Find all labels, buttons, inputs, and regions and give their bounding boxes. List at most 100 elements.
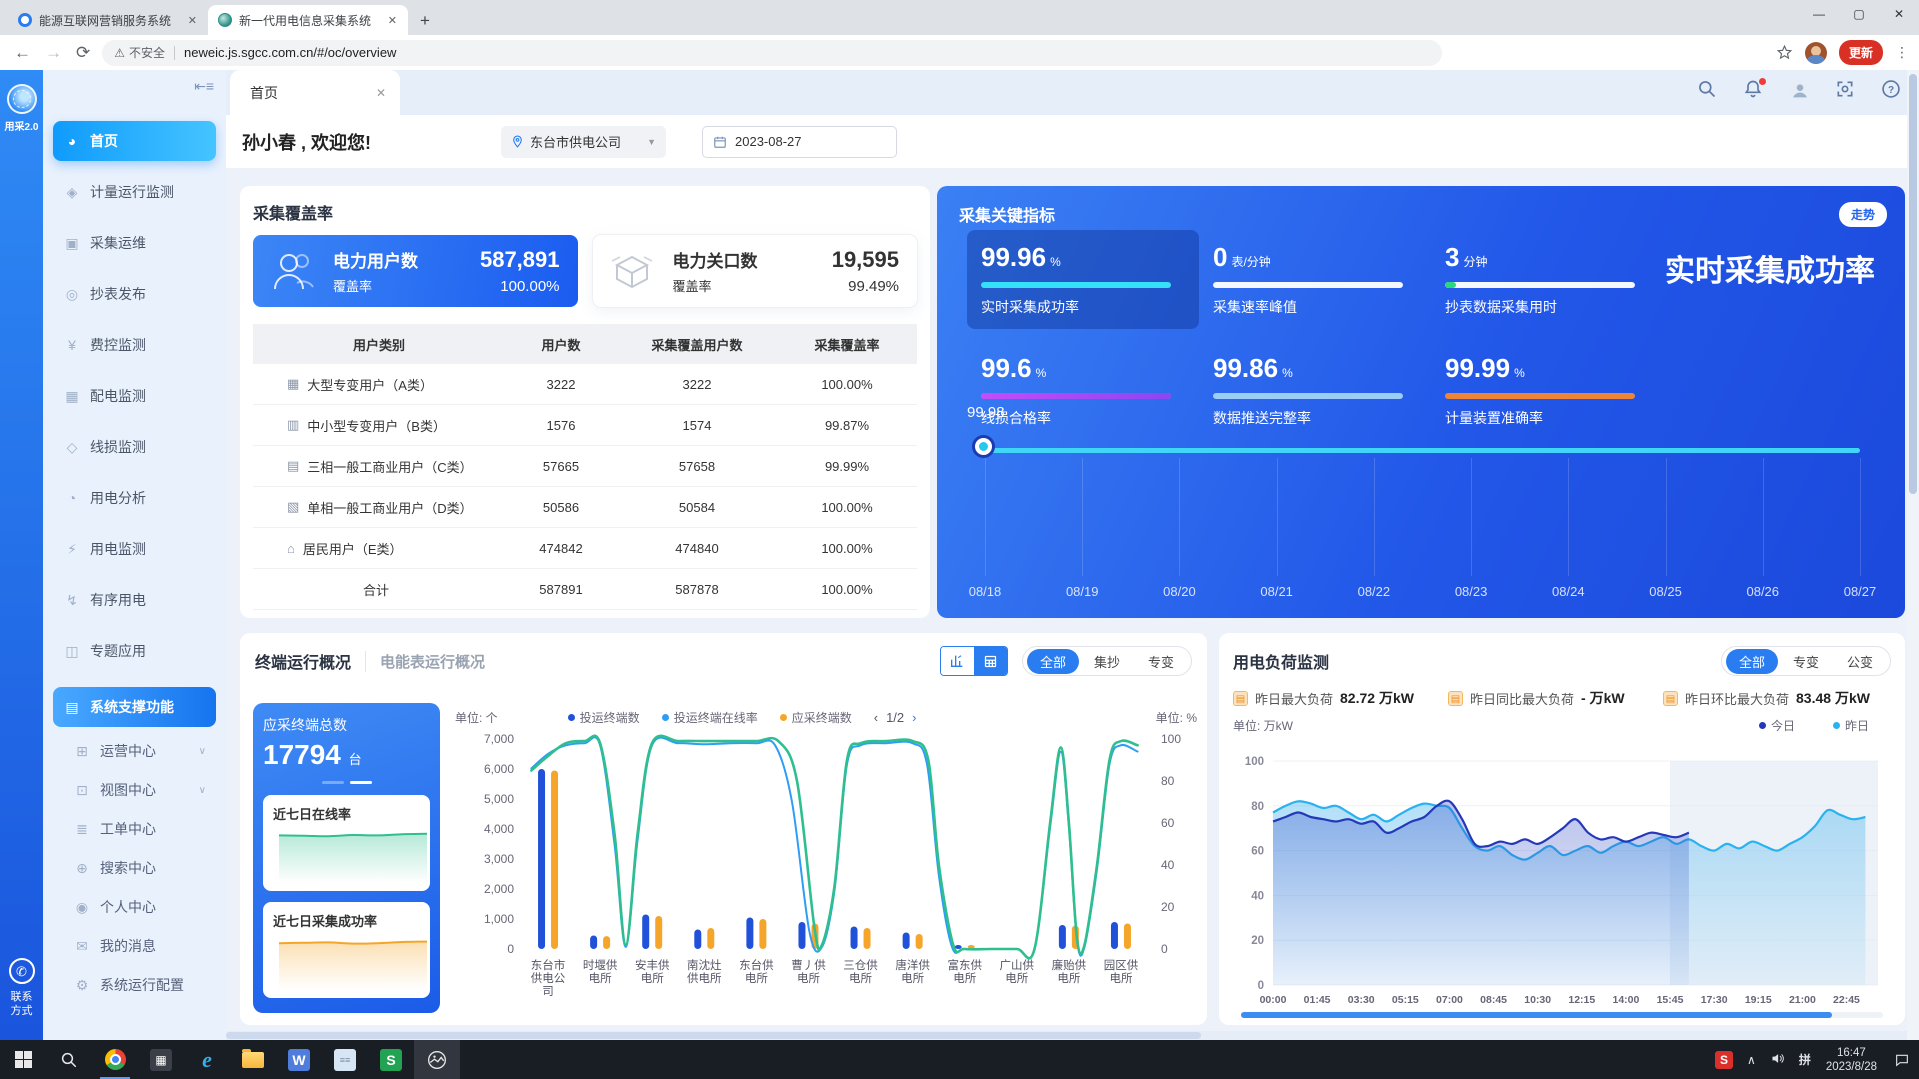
chart-view-icon[interactable] — [940, 647, 974, 675]
page-vscrollbar-thumb[interactable] — [1909, 74, 1917, 494]
tab-close-icon[interactable]: ✕ — [187, 14, 197, 27]
windows-start-icon[interactable] — [0, 1040, 46, 1079]
sidebar-item-power-monitor[interactable]: ⚡ 用电监测 — [53, 529, 216, 569]
page-prev-icon[interactable]: ‹ — [873, 710, 879, 725]
tray-ime-indicator[interactable]: 拼 — [1798, 1053, 1811, 1067]
browser-profile-avatar[interactable] — [1804, 41, 1827, 64]
notepad-icon[interactable]: ≡≡ — [322, 1040, 368, 1079]
svg-text:40: 40 — [1251, 890, 1264, 902]
refresh-icon[interactable]: ⟳ — [76, 42, 91, 62]
internet-explorer-icon[interactable]: e — [202, 1046, 212, 1072]
table-row[interactable]: ⌂ 居民用户（E类） 474842 474840 100.00% — [253, 528, 917, 569]
trend-badge[interactable]: 走势 — [1838, 202, 1887, 227]
sidebar-item-operation-center[interactable]: ⊞ 运营中心 ∨ — [63, 736, 216, 766]
taskbar-clock[interactable]: 16:47 2023/8/28 — [1825, 1046, 1877, 1073]
legend-item[interactable]: 昨日 — [1832, 717, 1869, 734]
metric-value: 99.99% — [1445, 353, 1525, 383]
sidebar-item-personal-center[interactable]: ◉ 个人中心 — [63, 892, 216, 922]
table-cell: 50584 — [678, 499, 716, 515]
legend-item[interactable]: 投运终端数 — [567, 709, 640, 726]
maximize-icon[interactable]: ▢ — [1853, 7, 1865, 21]
action-center-icon[interactable] — [1885, 1040, 1919, 1079]
legend-item[interactable]: 应采终端数 — [779, 709, 852, 726]
sidebar-item-workorder-center[interactable]: ≣ 工单中心 — [63, 814, 216, 844]
sidebar-item-metering[interactable]: ◈ 计量运行监测 — [53, 172, 216, 212]
terminal-segment-全部[interactable]: 全部 — [1026, 648, 1079, 674]
new-tab-button[interactable]: + — [420, 11, 430, 30]
notifications-bell-icon[interactable] — [1743, 78, 1766, 101]
tab-terminal-overview[interactable]: 终端运行概况 — [255, 655, 352, 672]
fullscreen-scan-icon[interactable] — [1835, 79, 1857, 101]
sidebar-item-system-config[interactable]: ⚙ 系统运行配置 — [63, 970, 216, 1000]
omnibox[interactable]: ⚠ 不安全 neweic.js.sgcc.com.cn/#/oc/overview — [102, 39, 1443, 66]
taskbar-search-icon[interactable] — [46, 1040, 92, 1079]
chrome-icon[interactable] — [92, 1040, 138, 1079]
load-scrollbar-thumb[interactable] — [1241, 1012, 1832, 1018]
sidebar-item-view-center[interactable]: ⊡ 视图中心 ∨ — [63, 775, 216, 805]
contact-block[interactable]: ✆ 联系 方式 — [0, 958, 43, 1018]
load-scrollbar-track[interactable] — [1241, 1012, 1883, 1018]
forward-icon[interactable]: → — [45, 42, 62, 62]
tab-home[interactable]: 首页 ✕ — [230, 70, 400, 115]
sidebar-item-system-support[interactable]: ▤ 系统支撑功能 — [53, 687, 216, 727]
carousel-dots[interactable] — [263, 781, 430, 784]
sidebar-item-topic-apps[interactable]: ◫ 专题应用 — [53, 631, 216, 671]
word-icon[interactable]: W — [276, 1040, 322, 1079]
legend-item[interactable]: 今日 — [1758, 717, 1795, 734]
sidebar-item-meter-reading[interactable]: ◎ 抄表发布 — [53, 274, 216, 314]
table-row[interactable]: ▥ 中小型专变用户（B类） 1576 1574 99.87% — [253, 405, 917, 446]
date-picker[interactable]: 2023-08-27 — [702, 125, 897, 158]
calculator-icon[interactable]: ▦ — [138, 1040, 184, 1079]
tray-chevron-icon[interactable]: ∧ — [1747, 1052, 1756, 1067]
content-hscrollbar[interactable] — [226, 1031, 1907, 1040]
back-icon[interactable]: ← — [14, 42, 31, 62]
sidebar-item-power-analysis[interactable]: ◔ 用电分析 — [53, 478, 216, 518]
browser-tab-1[interactable]: 新一代用电信息采集系统 ✕ — [208, 5, 408, 35]
terminal-segment-专变[interactable]: 专变 — [1147, 654, 1174, 670]
table-row[interactable]: ▧ 单相一般工商业用户（D类） 50586 50584 100.00% — [253, 487, 917, 528]
tray-s-icon[interactable]: S — [1715, 1050, 1734, 1069]
user-avatar[interactable] — [1789, 79, 1811, 101]
org-selector[interactable]: 东台市供电公司 ▼ — [501, 125, 666, 158]
chrome-update-button[interactable]: 更新 — [1838, 40, 1883, 65]
minimize-icon[interactable]: — — [1813, 7, 1825, 21]
security-warning[interactable]: ⚠ 不安全 — [114, 45, 166, 61]
sidebar-item-my-messages[interactable]: ✉ 我的消息 — [63, 931, 216, 961]
sidebar-item-fee-control[interactable]: ¥ 费控监测 — [53, 325, 216, 365]
sidebar-item-home[interactable]: ◕ 首页 — [53, 121, 216, 161]
file-explorer-icon[interactable] — [230, 1040, 276, 1079]
load-segment-全部[interactable]: 全部 — [1725, 648, 1778, 674]
browser-menu-icon[interactable]: ⋮ — [1895, 44, 1909, 60]
tab-meter-overview[interactable]: 电能表运行概况 — [365, 650, 485, 672]
page-vscrollbar[interactable] — [1907, 70, 1919, 1040]
close-icon[interactable]: ✕ — [1893, 7, 1905, 21]
content-hscrollbar-thumb[interactable] — [226, 1032, 1201, 1039]
sidebar-item-collection-ops[interactable]: ▣ 采集运维 — [53, 223, 216, 263]
bookmark-star-icon[interactable] — [1776, 44, 1793, 61]
table-view-icon[interactable] — [973, 647, 1007, 675]
browser-tab-0[interactable]: 能源互联网营销服务系统 ✕ — [8, 5, 208, 35]
load-segment-专变[interactable]: 专变 — [1792, 654, 1819, 670]
load-segment-公变[interactable]: 公变 — [1846, 654, 1873, 670]
sidebar-item-label: 用电监测 — [90, 541, 146, 557]
terminal-segment-集抄[interactable]: 集抄 — [1093, 654, 1120, 670]
sidebar-collapse-icon[interactable]: ⇤≡ — [194, 78, 214, 94]
sidebar-item-distribution[interactable]: ▦ 配电监测 — [53, 376, 216, 416]
search-icon[interactable] — [1697, 79, 1719, 101]
table-row[interactable]: ▤ 三相一般工商业用户（C类） 57665 57658 99.99% — [253, 446, 917, 487]
table-row[interactable]: 合计 587891 587878 100.00% — [253, 569, 917, 610]
trend-slider-handle[interactable] — [975, 438, 992, 455]
legend-item[interactable]: 投运终端在线率 — [661, 709, 758, 726]
photos-icon[interactable] — [414, 1040, 460, 1079]
sidebar-item-search-center[interactable]: ⊕ 搜索中心 — [63, 853, 216, 883]
wps-icon[interactable]: S — [368, 1040, 414, 1079]
table-row[interactable]: ▦ 大型专变用户（A类） 3222 3222 100.00% — [253, 364, 917, 405]
help-icon[interactable]: ? — [1881, 79, 1903, 101]
page-next-icon[interactable]: › — [912, 710, 917, 725]
tab-close-icon[interactable]: ✕ — [387, 14, 397, 27]
tray-speaker-icon[interactable] — [1770, 1051, 1785, 1069]
card-label: 电力用户数 — [333, 252, 418, 271]
sidebar-item-orderly-power[interactable]: ↯ 有序用电 — [53, 580, 216, 620]
tab-close-icon[interactable]: ✕ — [375, 85, 386, 100]
sidebar-item-line-loss[interactable]: ◇ 线损监测 — [53, 427, 216, 467]
